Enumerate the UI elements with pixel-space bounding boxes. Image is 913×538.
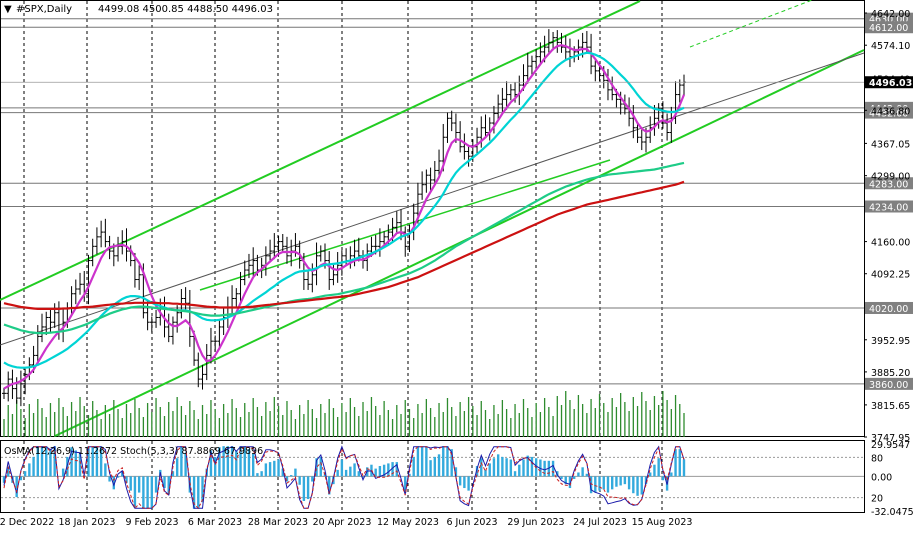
level-price-label: 4630.00 <box>869 15 908 26</box>
time-tick-label: 12 May 2023 <box>377 517 439 528</box>
price-tick-label: 3952.95 <box>871 336 910 347</box>
price-tick-label: 4160.00 <box>871 238 910 249</box>
price-tick-label: 4367.05 <box>871 139 910 150</box>
price-tick-label: 3747.95 <box>871 433 910 444</box>
moving-averages <box>3 44 686 390</box>
oscillator: 29.9547 0.00 -32.0475 80 20 <box>1 440 913 518</box>
channel-mid-line <box>0 52 865 346</box>
osma-tick-label: 0.00 <box>871 472 892 483</box>
level-price-box <box>865 301 913 314</box>
level-price-label: 4432.00 <box>869 109 908 120</box>
level-price-box <box>865 177 913 190</box>
oscillator-pane-frame <box>0 440 865 513</box>
last-price-box <box>865 76 913 89</box>
time-tick-label: 18 Jan 2023 <box>59 517 116 528</box>
grid-lines <box>23 1 663 512</box>
last-price-label: 4496.03 <box>869 78 912 89</box>
osma-tick-label: 29.9547 <box>871 440 910 451</box>
level-price-box <box>865 106 913 119</box>
time-tick-label: 28 Mar 2023 <box>248 517 308 528</box>
moving-average-line <box>3 180 685 310</box>
channel-inner-line <box>199 159 611 291</box>
time-tick-label: 29 Jun 2023 <box>507 517 564 528</box>
price-tick-label: 4299.00 <box>871 172 910 183</box>
symbol-label: #SPX,Daily <box>16 4 72 15</box>
osma-tick-label: -32.0475 <box>871 507 913 518</box>
level-price-label: 4283.00 <box>869 179 908 190</box>
level-price-box <box>865 21 913 34</box>
triangle-down-icon: ▼ <box>4 4 12 15</box>
price-levels: 4630.004612.004442.004432.004283.004234.… <box>1 12 913 391</box>
volume-bars <box>3 391 685 437</box>
level-price-box <box>865 377 913 390</box>
time-tick-label: 24 Jul 2023 <box>573 517 627 528</box>
time-tick-label: 6 Jun 2023 <box>446 517 497 528</box>
level-price-label: 4020.00 <box>869 304 908 315</box>
moving-average-line <box>3 44 686 390</box>
channel-projection-line <box>689 0 814 48</box>
price-tick-label: 4642.00 <box>871 9 910 20</box>
level-price-label: 3860.00 <box>869 380 908 391</box>
price-tick-label: 4574.10 <box>871 41 910 52</box>
channel-lower-line <box>54 49 865 437</box>
level-price-box <box>865 12 913 25</box>
price-axis: 4642.004574.104504.404436.804367.054299.… <box>1 9 913 444</box>
level-price-label: 4612.00 <box>869 23 908 34</box>
time-axis: 22 Dec 2022 18 Jan 2023 9 Feb 2023 6 Mar 20… <box>0 517 692 528</box>
time-tick-label: 9 Feb 2023 <box>125 517 178 528</box>
time-tick-label: 15 Aug 2023 <box>632 517 693 528</box>
price-tick-label: 3885.20 <box>871 368 910 379</box>
stoch-level-label: 20 <box>871 494 883 505</box>
ohlc-readout: 4499.08 4500.85 4488.50 4496.03 <box>98 4 273 15</box>
stoch-signal-line <box>3 446 685 510</box>
stoch-level-label: 80 <box>871 453 883 464</box>
price-tick-label: 4436.80 <box>871 106 910 117</box>
time-tick-label: 22 Dec 2022 <box>0 517 54 528</box>
price-tick-label: 4092.25 <box>871 270 910 281</box>
time-tick-label: 20 Apr 2023 <box>313 517 372 528</box>
moving-average-line <box>3 51 685 369</box>
time-tick-label: 6 Mar 2023 <box>188 517 242 528</box>
level-price-box <box>865 200 913 213</box>
moving-average-line <box>3 161 685 335</box>
level-price-label: 4234.00 <box>869 202 908 213</box>
stoch-main-line <box>3 445 685 509</box>
oscillator-readout: OsMA(12,26,9) 11.2672 Stoch(5,3,3) 87.88… <box>4 446 263 457</box>
main-pane-frame <box>0 0 865 437</box>
price-tick-label: 3815.65 <box>871 401 910 412</box>
